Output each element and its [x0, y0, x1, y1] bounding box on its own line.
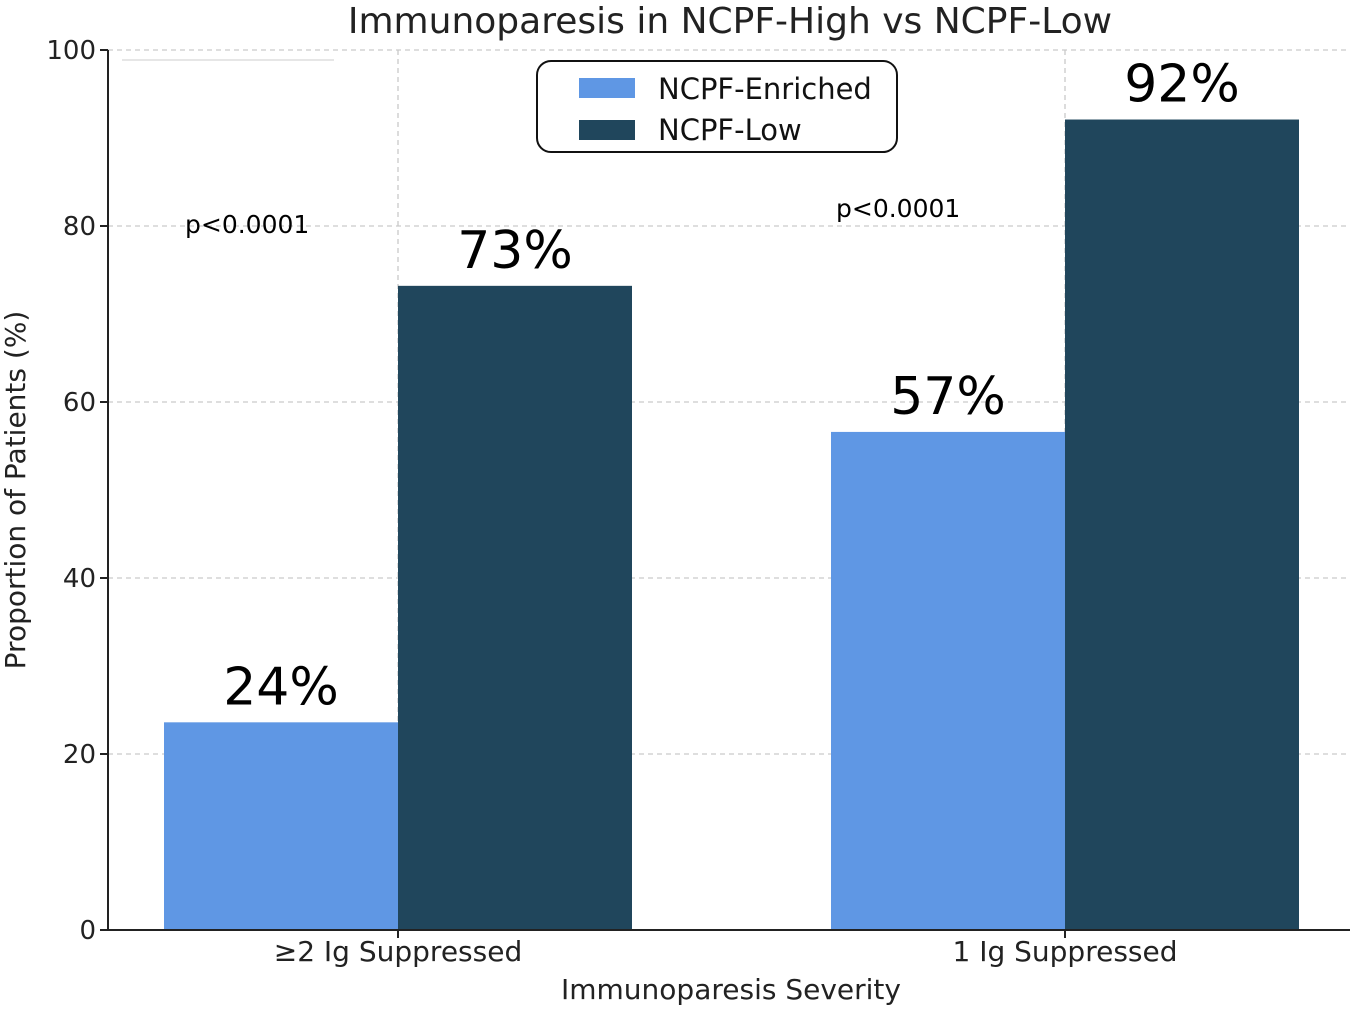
- x-ticks: ≥2 Ig Suppressed 1 Ig Suppressed: [274, 930, 1178, 968]
- y-tick-label-20: 20: [63, 740, 96, 770]
- y-ticks: 0 20 40 60 80 100: [46, 36, 108, 946]
- bar-ncpf-enriched-1: [831, 431, 1065, 930]
- y-axis-label: Proportion of Patients (%): [0, 311, 32, 670]
- bar-value-labels: 24% 57% 73% 92%: [223, 55, 1240, 718]
- legend-swatch-ncpf-low: [579, 120, 635, 140]
- legend: NCPF-Enriched NCPF-Low: [536, 60, 898, 153]
- bar-label-ncpf-low-1: 92%: [1124, 55, 1240, 115]
- y-tick-label-60: 60: [63, 388, 96, 418]
- y-tick-label-100: 100: [46, 36, 96, 66]
- bar-label-ncpf-enriched-0: 24%: [223, 657, 339, 717]
- x-tick-label-0: ≥2 Ig Suppressed: [274, 935, 522, 968]
- y-tick-label-0: 0: [79, 916, 96, 946]
- y-tick-label-40: 40: [63, 564, 96, 594]
- legend-label-ncpf-enriched: NCPF-Enriched: [658, 72, 872, 106]
- bar-label-ncpf-low-0: 73%: [457, 221, 573, 281]
- p-value-annotation-2: p<0.0001: [836, 194, 960, 223]
- bars: [164, 119, 1299, 931]
- legend-label-ncpf-low: NCPF-Low: [658, 113, 802, 147]
- legend-swatch-ncpf-enriched: [579, 78, 635, 98]
- x-tick-label-1: 1 Ig Suppressed: [952, 935, 1177, 968]
- bar-ncpf-low-0: [398, 285, 632, 931]
- y-tick-label-80: 80: [63, 212, 96, 242]
- chart-title: Immunoparesis in NCPF-High vs NCPF-Low: [348, 1, 1112, 42]
- x-axis-label: Immunoparesis Severity: [561, 973, 901, 1006]
- bar-ncpf-enriched-0: [164, 722, 398, 930]
- bar-label-ncpf-enriched-1: 57%: [890, 367, 1006, 427]
- p-value-annotation-1: p<0.0001: [185, 210, 309, 239]
- bar-ncpf-low-1: [1065, 119, 1299, 930]
